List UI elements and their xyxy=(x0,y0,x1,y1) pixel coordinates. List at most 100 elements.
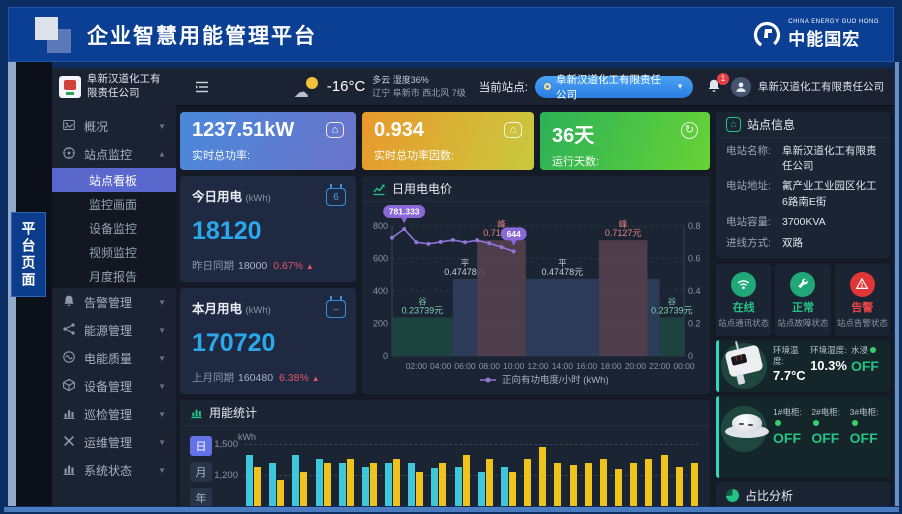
env-temp-label: 环境温度: xyxy=(773,345,799,366)
overview-icon xyxy=(62,118,76,135)
sidebar-item-3[interactable]: 能源管理 ▼ xyxy=(52,316,176,344)
bar-yellow xyxy=(416,471,424,506)
svg-text:谷: 谷 xyxy=(668,296,677,306)
energy-icon xyxy=(62,322,76,339)
chevron-down-icon: ▼ xyxy=(158,121,166,131)
sidebar-item-4[interactable]: 电能质量 ▼ xyxy=(52,344,176,372)
weather-location: 辽宁 阜新市 西北风 7级 xyxy=(372,87,466,98)
submenu-item[interactable]: 视频监控 xyxy=(89,245,138,260)
sidebar-item-7[interactable]: 运维管理 ▼ xyxy=(52,428,176,456)
gridline-label: 1,200 xyxy=(214,470,238,481)
gridline-label: 1,500 xyxy=(214,439,238,450)
guohong-ring-icon xyxy=(754,21,781,48)
bar-group xyxy=(539,446,547,506)
bar-group xyxy=(630,463,638,506)
bar-group xyxy=(569,465,577,506)
svg-text:0.23739元: 0.23739元 xyxy=(402,305,444,315)
env-humidity-value: 10.3% xyxy=(810,357,847,373)
status-dot-icon xyxy=(775,419,781,426)
svg-text:10:00: 10:00 xyxy=(503,361,525,371)
sidebar-item-1[interactable]: 站点监控 ▼ xyxy=(52,140,176,168)
kpi-total-power-value: 1237.51kW xyxy=(192,119,295,141)
weather-icon: ☁ xyxy=(294,76,320,101)
bar-yellow xyxy=(254,466,261,506)
sidebar-item-label: 告警管理 xyxy=(84,295,133,310)
bar-yellow xyxy=(539,446,547,506)
sidebar-item-6[interactable]: 巡检管理 ▼ xyxy=(52,400,176,428)
station-monitor-icon xyxy=(62,146,76,163)
gridline xyxy=(244,444,698,445)
cabinet-status: 3#电柜: OFF xyxy=(848,406,886,476)
smoke-detector-image xyxy=(725,412,769,438)
ratio-analysis-title: 占比分析 xyxy=(745,488,794,503)
sidebar-item-label: 站点监控 xyxy=(84,147,133,162)
avatar[interactable] xyxy=(731,76,751,97)
sidebar: 阜新汉道化工有限责任公司 概况 ▼ 站点监控 ▼ 站点看板 监控画面 设备监控 视频监控 月度报… xyxy=(52,68,176,506)
bottom-frame-strip xyxy=(4,507,899,512)
bar-group xyxy=(385,458,401,506)
cabinet-label: 3#电柜: xyxy=(850,407,884,428)
station-info-row: 电站地址: 氟产业工业园区化工6路南E街 xyxy=(716,174,890,210)
bar-group xyxy=(408,463,424,506)
bar-group xyxy=(584,463,592,506)
gridline xyxy=(244,475,698,476)
bar-yellow xyxy=(675,466,683,506)
bar-group xyxy=(675,466,683,506)
submenu-item[interactable]: 监控画面 xyxy=(89,197,138,212)
chevron-down-icon: ▼ xyxy=(158,437,166,447)
bar-yellow xyxy=(369,463,377,506)
cabinet-label: 1#电柜: xyxy=(773,407,807,428)
bar-yellow xyxy=(300,471,308,506)
platform-title: 企业智慧用能管理平台 xyxy=(87,24,317,48)
bar-yellow xyxy=(584,463,592,506)
submenu-item[interactable]: 设备监控 xyxy=(89,221,138,236)
energy-bars[interactable] xyxy=(246,444,698,506)
sidebar-item-label: 电能质量 xyxy=(84,351,133,366)
daily-price-title: 日用电电价 xyxy=(392,182,453,196)
sidebar-item-2[interactable]: 告警管理 ▼ xyxy=(52,288,176,316)
station-info-value: 阜新汉道化工有限责任公司 xyxy=(782,144,877,172)
station-info-key: 电站容量: xyxy=(726,216,771,229)
kpi-total-power-label: 实时总功率: xyxy=(192,150,251,162)
month-usage-card: 本月用电 (kWh) – 170720 上月同期 160480 6.38% ▲ xyxy=(180,288,356,394)
month-usage-value: 170720 xyxy=(192,329,276,357)
month-compare-label: 上月同期 xyxy=(192,372,234,384)
kpi-running-days: 36天 运行天数: ↻ xyxy=(540,112,710,170)
notification-bell[interactable]: 1 xyxy=(706,72,729,96)
chevron-down-icon: ▼ xyxy=(158,353,166,363)
bar-group xyxy=(554,463,562,506)
company-logo-icon xyxy=(59,76,81,98)
chevron-down-icon: ▼ xyxy=(158,465,166,475)
sidebar-item-8[interactable]: 系统状态 ▼ xyxy=(52,456,176,484)
station-info-key: 电站地址: xyxy=(726,180,771,193)
bar-group xyxy=(660,454,668,506)
bar-group xyxy=(454,454,470,506)
topbar-user-name: 阜新汉道化工有限责任公司 xyxy=(758,81,884,93)
today-usage-value: 18120 xyxy=(192,217,262,245)
house-bolt-icon: ⌂ xyxy=(504,122,522,138)
system-icon xyxy=(62,462,76,479)
bar-cyan xyxy=(246,454,253,506)
period-button-月[interactable]: 月 xyxy=(190,462,212,482)
bar-yellow xyxy=(569,465,577,506)
submenu-item[interactable]: 月度报告 xyxy=(89,269,138,284)
svg-text:峰: 峰 xyxy=(497,219,506,229)
calendar-day-icon: 6 xyxy=(326,184,346,206)
status-value: 正常 xyxy=(791,301,814,314)
status-label: 站点告警状态 xyxy=(836,317,888,328)
menu-collapse-icon[interactable] xyxy=(194,79,210,95)
calendar-month-icon: – xyxy=(326,296,346,318)
bar-group xyxy=(645,458,653,506)
cabinet-status: 1#电柜: OFF xyxy=(771,406,809,476)
period-button-年[interactable]: 年 xyxy=(190,488,212,506)
sidebar-item-0[interactable]: 概况 ▼ xyxy=(52,112,176,140)
kpi-power-factor: 0.934 实时总功率因数: ⌂ xyxy=(362,112,534,170)
submenu-item[interactable]: 站点看板 xyxy=(52,168,176,192)
sidebar-item-5[interactable]: 设备管理 ▼ xyxy=(52,372,176,400)
svg-text:12:00: 12:00 xyxy=(527,361,549,371)
station-selector[interactable]: 阜新汉道化工有限责任公司 ▼ xyxy=(535,74,693,101)
period-button-日[interactable]: 日 xyxy=(190,436,212,456)
bar-group xyxy=(690,463,698,506)
